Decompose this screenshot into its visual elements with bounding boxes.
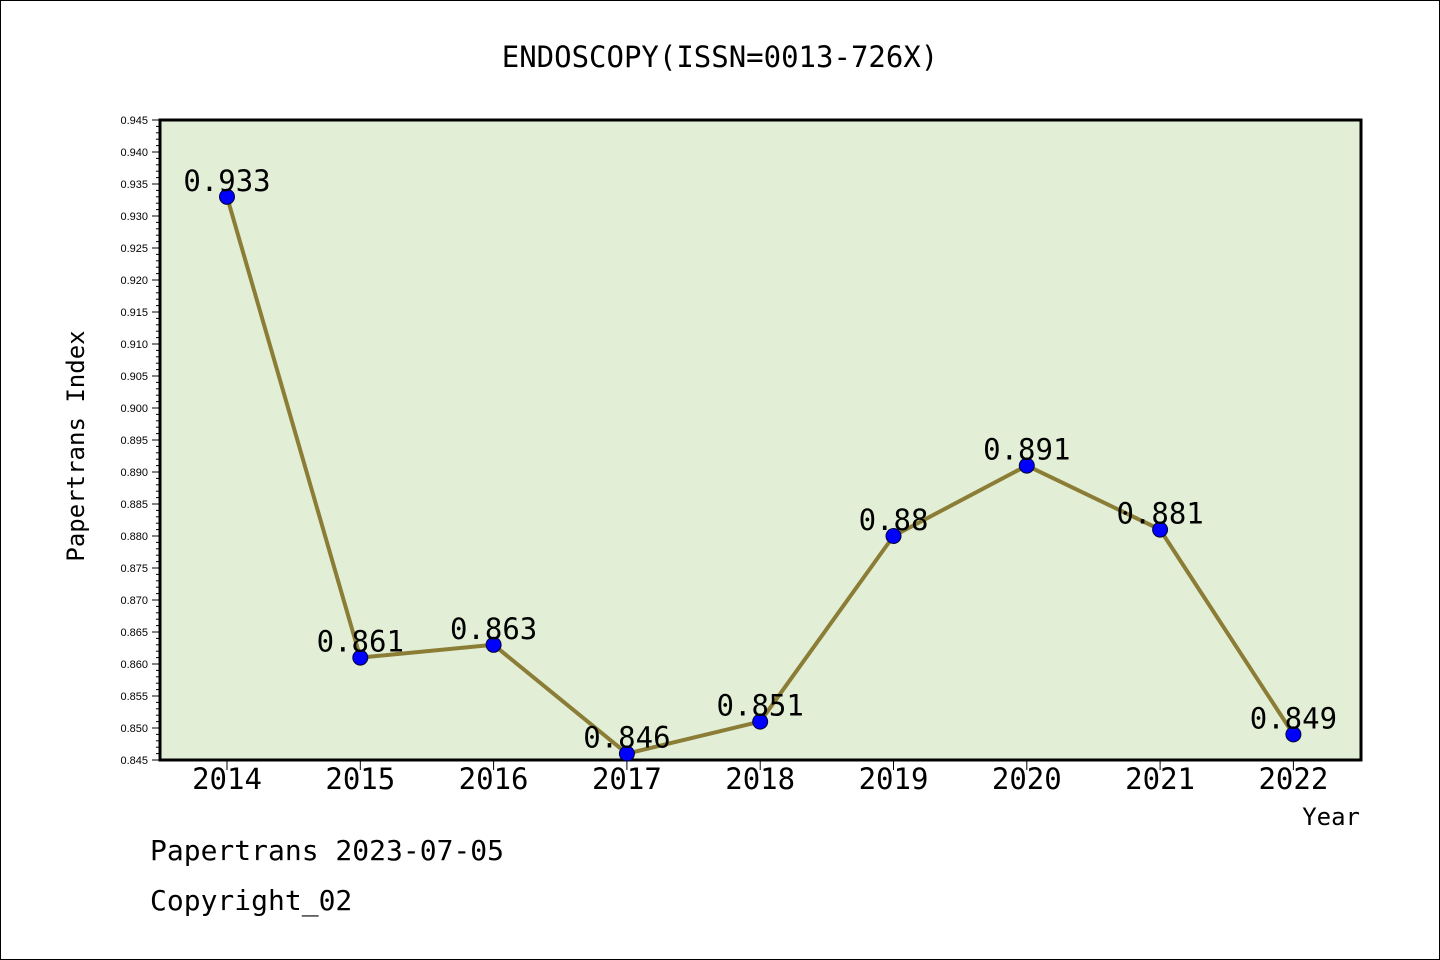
data-label: 0.846 [583,721,670,755]
y-tick-label: 0.880 [120,531,148,543]
x-axis-title: Year [1302,803,1360,831]
y-tick-label: 0.900 [120,403,148,415]
plot-area [158,118,1363,762]
y-tick-label: 0.945 [120,115,148,127]
y-tick-label: 0.890 [120,467,148,479]
y-tick-label: 0.920 [120,275,148,287]
y-tick-label: 0.845 [120,755,148,767]
data-point [618,745,635,762]
y-tick-label: 0.850 [120,723,148,735]
x-tick-label: 2022 [1258,762,1328,796]
data-label: 0.88 [859,503,929,537]
y-axis-ticks: 0.845 0.850 0.855 0.860 0.865 0.870 0.875 0.880… [120,115,160,767]
y-axis-title: Papertrans Index [62,330,90,561]
y-tick-label: 0.905 [120,371,148,383]
data-labels: 0.933 0.861 0.863 0.846 0.851 0.88 0.891 0.881 0… [183,164,1337,755]
data-label: 0.851 [717,689,804,723]
y-tick-label: 0.865 [120,627,148,639]
data-label: 0.881 [1116,497,1203,531]
y-tick-label: 0.895 [120,435,148,447]
data-label: 0.891 [983,433,1070,467]
data-point [1152,521,1169,538]
footer-copyright-text: Copyright_02 [150,884,353,917]
y-tick-label: 0.910 [120,339,148,351]
y-tick-label: 0.935 [120,179,148,191]
data-label: 0.863 [450,612,537,646]
chart-title: ENDOSCOPY(ISSN=0013-726X) [502,40,939,74]
data-point [752,713,769,730]
data-point [885,528,902,544]
data-label: 0.933 [183,164,270,198]
data-point [1285,726,1302,743]
data-point [485,636,502,653]
data-label: 0.849 [1250,701,1337,735]
x-tick-label: 2016 [459,762,529,796]
data-point [352,649,369,666]
x-tick-label: 2015 [325,762,395,796]
x-axis-ticks: 2014 2015 2016 2017 2018 2019 2020 2021 2022 [192,760,1328,796]
data-point [1018,457,1035,474]
y-tick-label: 0.940 [120,147,148,159]
y-tick-label: 0.915 [120,307,148,319]
y-tick-label: 0.855 [120,691,148,703]
x-tick-label: 2020 [992,762,1062,796]
y-tick-label: 0.875 [120,563,148,575]
y-tick-label: 0.930 [120,211,148,223]
x-tick-label: 2019 [859,762,929,796]
x-tick-label: 2018 [725,762,795,796]
y-tick-label: 0.925 [120,243,148,255]
data-label: 0.861 [317,625,404,659]
y-tick-label: 0.870 [120,595,148,607]
x-tick-label: 2017 [592,762,662,796]
data-points [219,188,1302,762]
data-point [219,188,235,205]
x-tick-label: 2021 [1125,762,1195,796]
x-tick-label: 2014 [192,762,262,796]
y-tick-label: 0.860 [120,659,148,671]
footer-date-text: Papertrans 2023-07-05 [150,834,505,867]
y-tick-label: 0.885 [120,499,148,511]
